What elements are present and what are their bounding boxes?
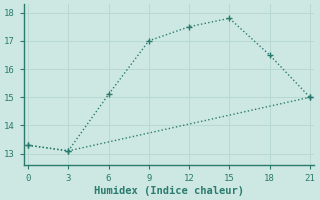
- X-axis label: Humidex (Indice chaleur): Humidex (Indice chaleur): [94, 186, 244, 196]
